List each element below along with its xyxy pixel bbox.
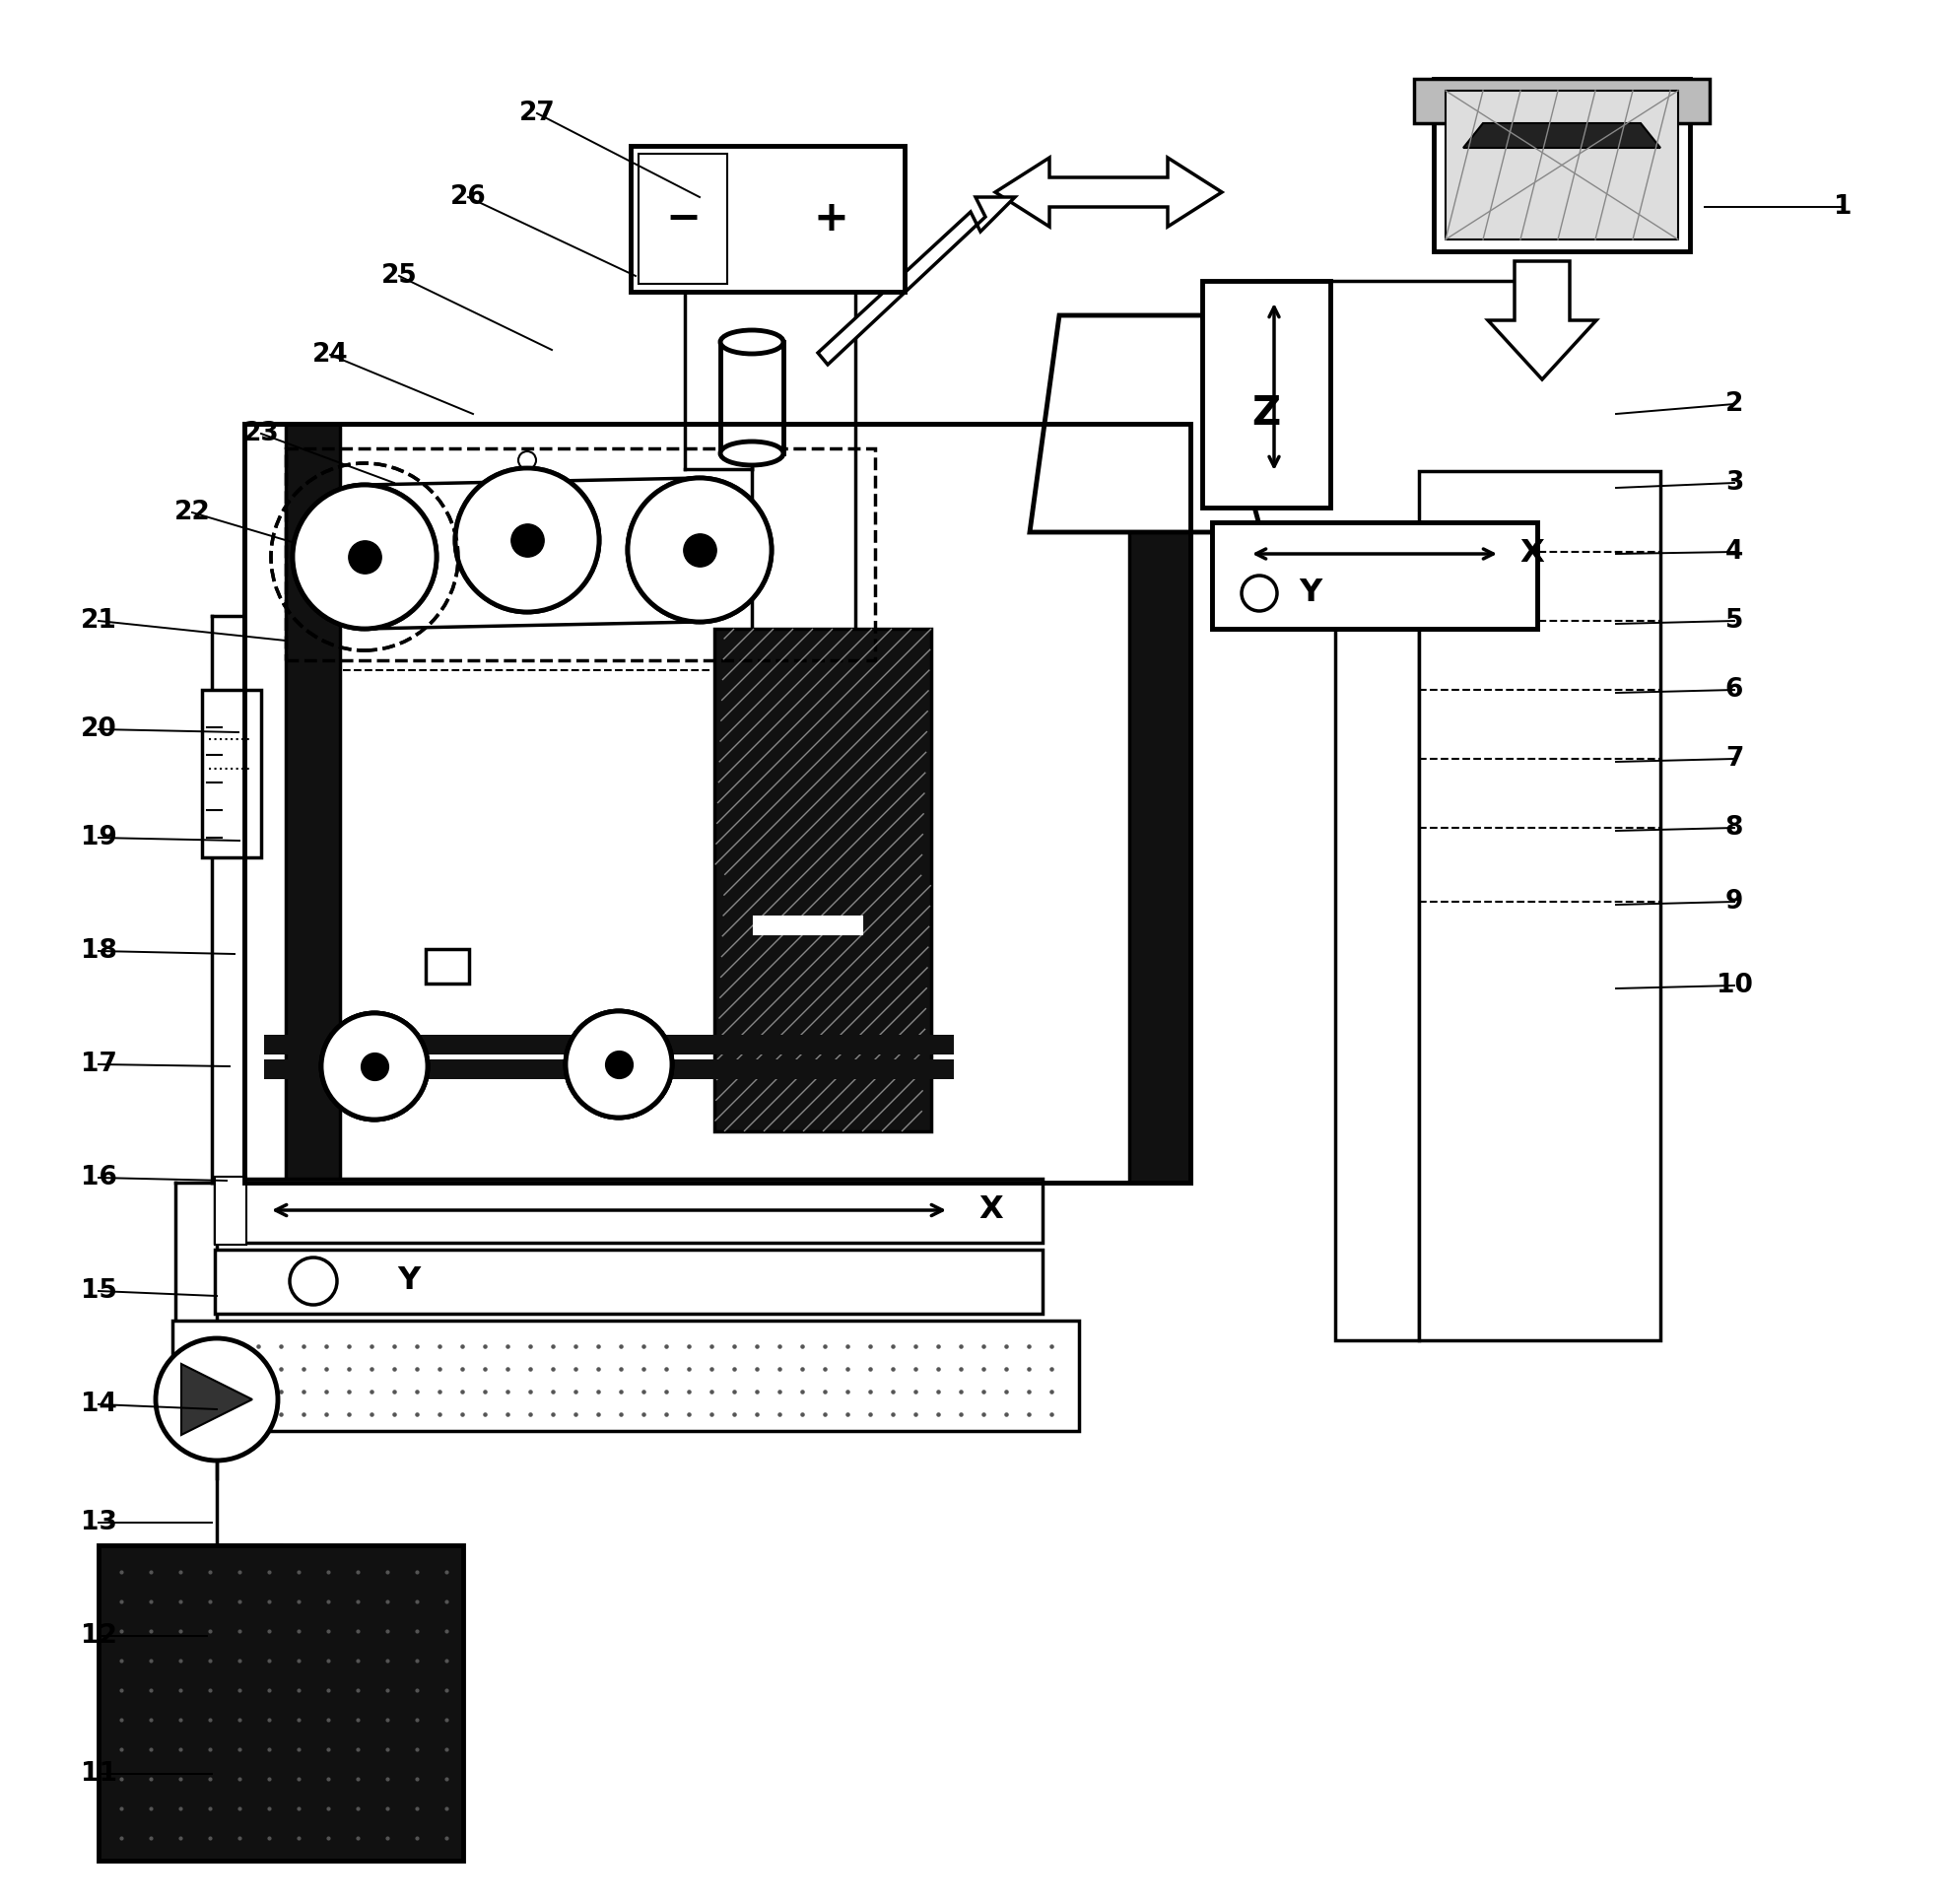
Bar [98, 1546, 463, 1860]
Circle shape [628, 478, 772, 623]
Text: 24: 24 [313, 343, 348, 367]
Circle shape [321, 1013, 428, 1120]
Text: 6: 6 [1724, 678, 1744, 703]
Bar [285, 425, 340, 1182]
Text: 2: 2 [1724, 390, 1744, 417]
Circle shape [565, 1011, 673, 1118]
Text: 23: 23 [242, 421, 280, 446]
Bar [1335, 533, 1419, 1340]
Circle shape [518, 451, 536, 468]
Text: 3: 3 [1724, 470, 1744, 495]
Bar [201, 689, 262, 857]
Bar [1433, 78, 1689, 251]
Circle shape [321, 1013, 428, 1120]
Text: 4: 4 [1724, 539, 1744, 565]
Polygon shape [182, 1363, 252, 1436]
Circle shape [565, 1011, 673, 1118]
Bar [1202, 282, 1329, 508]
Text: 9: 9 [1724, 889, 1744, 914]
Bar [1212, 522, 1537, 628]
Bar [719, 343, 784, 453]
Text: Z: Z [1251, 394, 1281, 434]
Circle shape [293, 486, 436, 628]
Bar [426, 948, 469, 984]
Text: 16: 16 [80, 1165, 117, 1190]
Text: 21: 21 [80, 607, 117, 634]
Circle shape [628, 478, 772, 623]
Bar [1130, 425, 1191, 1182]
Bar [1445, 91, 1677, 240]
Circle shape [289, 1257, 336, 1304]
Circle shape [1241, 575, 1277, 611]
Polygon shape [1488, 261, 1597, 379]
Circle shape [456, 468, 598, 611]
Bar [264, 1034, 954, 1055]
Circle shape [456, 468, 598, 611]
Polygon shape [995, 158, 1222, 227]
Text: 7: 7 [1724, 746, 1744, 771]
Text: 11: 11 [80, 1761, 117, 1786]
Text: 17: 17 [80, 1051, 117, 1078]
Bar [264, 1059, 954, 1080]
Text: −: − [665, 198, 700, 240]
Text: 27: 27 [518, 101, 555, 126]
Bar [714, 628, 931, 1131]
Polygon shape [1030, 316, 1261, 533]
Bar [172, 1321, 1079, 1432]
Circle shape [565, 1011, 673, 1118]
Text: X: X [1519, 539, 1544, 569]
Polygon shape [1413, 78, 1709, 124]
Text: 26: 26 [450, 185, 487, 209]
Bar [639, 154, 727, 284]
Text: Y: Y [1298, 579, 1322, 609]
Circle shape [1241, 575, 1277, 611]
Ellipse shape [719, 442, 784, 465]
Text: X: X [1519, 539, 1544, 569]
Text: 14: 14 [80, 1392, 117, 1417]
Circle shape [156, 1339, 278, 1460]
Text: Y: Y [1298, 579, 1322, 609]
Bar [215, 1179, 1042, 1243]
Text: Y: Y [397, 1266, 420, 1297]
Text: 13: 13 [80, 1510, 117, 1535]
Polygon shape [1462, 124, 1660, 149]
Text: 18: 18 [80, 939, 117, 963]
Text: +: + [813, 198, 848, 240]
Text: X: X [979, 1196, 1003, 1226]
Polygon shape [817, 198, 1015, 366]
Text: 10: 10 [1716, 973, 1752, 998]
Text: 19: 19 [80, 824, 117, 851]
Text: 8: 8 [1724, 815, 1744, 842]
Bar [1212, 522, 1537, 628]
Bar [755, 916, 862, 935]
Text: 20: 20 [80, 716, 117, 743]
Bar [631, 147, 905, 291]
Text: 5: 5 [1724, 607, 1744, 634]
Bar [285, 449, 876, 661]
Text: 25: 25 [381, 263, 416, 289]
Circle shape [293, 486, 436, 628]
Text: 1: 1 [1834, 194, 1851, 219]
Circle shape [321, 1013, 428, 1120]
Text: 15: 15 [80, 1278, 117, 1304]
Bar [244, 425, 1191, 1182]
Text: 12: 12 [80, 1622, 117, 1649]
Bar [215, 1177, 246, 1245]
Ellipse shape [719, 329, 784, 354]
Bar [1419, 470, 1660, 1340]
Text: 22: 22 [174, 499, 211, 526]
Bar [215, 1249, 1042, 1314]
Bar [244, 425, 1191, 1182]
